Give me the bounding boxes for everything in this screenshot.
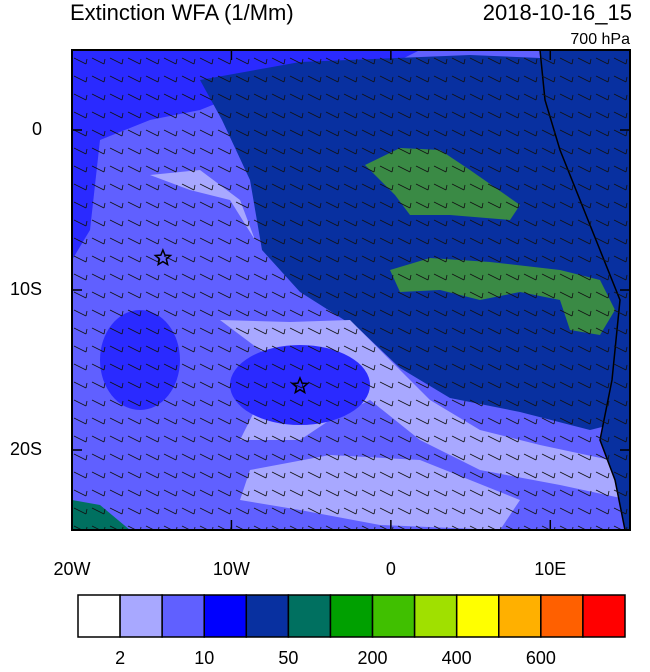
colorbar-box [287, 594, 332, 638]
colorbar-label: 200 [358, 648, 388, 667]
marker-star [153, 248, 173, 267]
x-tick-label: 0 [386, 559, 396, 579]
marker-star [290, 376, 310, 395]
wind-barbs [72, 50, 630, 530]
colorbar-label: 2 [115, 648, 125, 667]
y-tick-label: 10S [10, 279, 42, 299]
colorbar-box [413, 594, 458, 638]
colorbar-label: 10 [194, 648, 214, 667]
colorbar-label: 400 [442, 648, 472, 667]
map-title: Extinction WFA (1/Mm) [70, 0, 294, 25]
map-level: 700 hPa [570, 31, 630, 48]
colorbar-box [455, 594, 500, 638]
y-tick-label: 20S [10, 439, 42, 459]
colorbar-box [329, 594, 374, 638]
colorbar-box [203, 594, 248, 638]
colorbar-box [371, 594, 416, 638]
colorbar-box [498, 594, 542, 638]
field [72, 50, 630, 530]
x-tick-label: 20W [53, 559, 90, 579]
colorbar-label: 50 [278, 648, 298, 667]
x-tick-label: 10E [534, 559, 566, 579]
colorbar-box [582, 594, 626, 638]
colorbar-box [119, 594, 163, 638]
colorbar-label: 600 [526, 648, 556, 667]
colorbar-box [77, 594, 121, 638]
colorbar-box [161, 594, 205, 638]
x-tick-label: 10W [213, 559, 250, 579]
colorbar-box [245, 594, 290, 638]
map-time: 2018-10-16_15 [483, 0, 632, 25]
colorbar-box [540, 594, 584, 638]
y-tick-label: 0 [32, 119, 42, 139]
